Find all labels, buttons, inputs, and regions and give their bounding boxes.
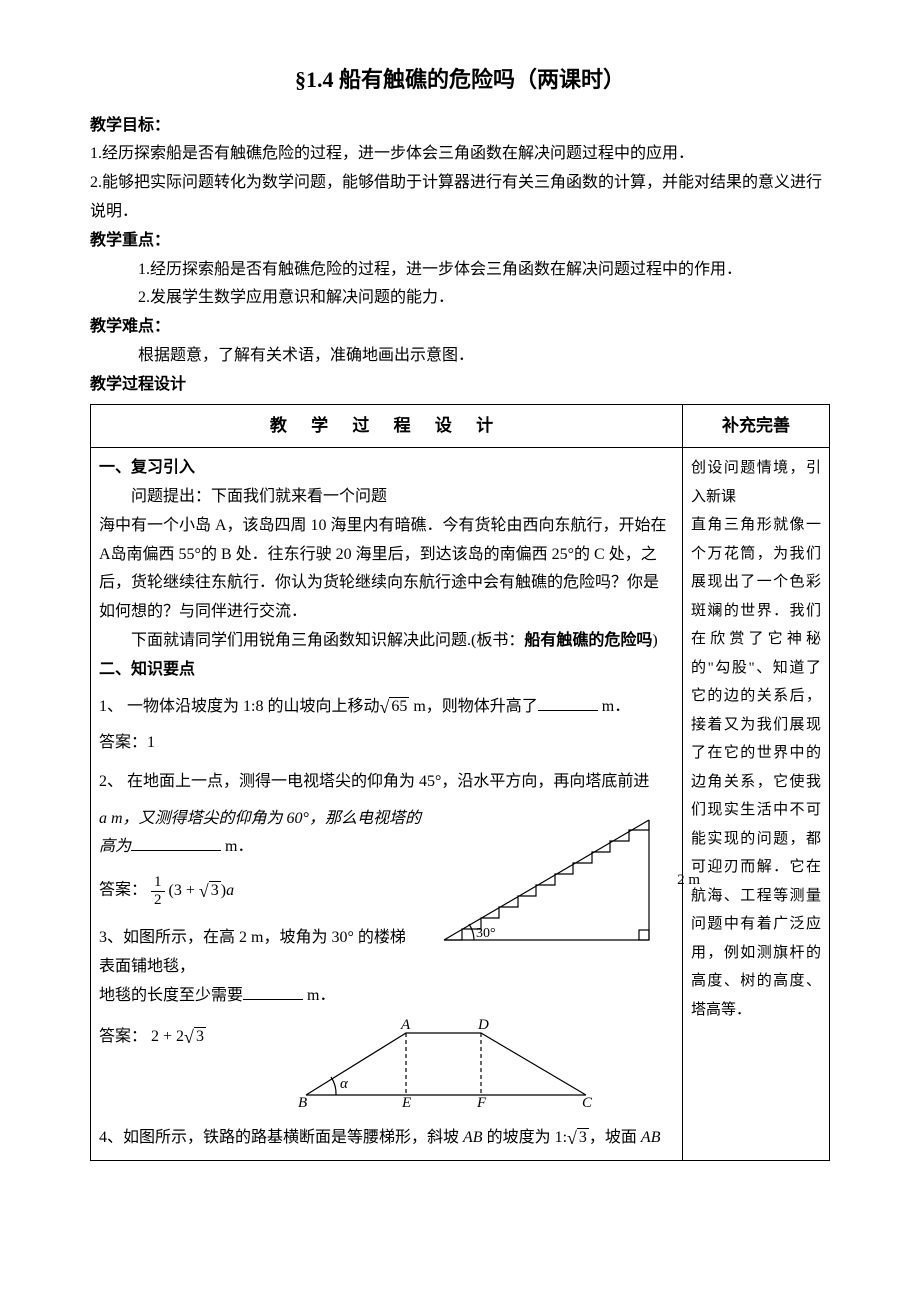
staircase-height-label: 2 m — [677, 867, 700, 894]
table-header-side: 补充完善 — [683, 404, 830, 448]
q2-blank — [131, 834, 221, 851]
svg-text:D: D — [477, 1017, 489, 1033]
a2-expr: (3 + √3)a — [169, 882, 235, 899]
q1-blank — [538, 694, 598, 711]
question-1: 1、 一物体沿坡度为 1:8 的山坡向上移动√65 m，则物体升高了 m． — [99, 691, 674, 723]
question-2-line2: a m，又测得塔尖的仰角为 60°，那么电视塔的高为 m． — [99, 805, 430, 863]
a3-expr: 2 + 2√3 — [151, 1028, 206, 1045]
keypoints-2: 2.发展学生数学应用意识和解决问题的能力． — [90, 284, 830, 313]
objectives-2: 2.能够把实际问题转化为数学问题，能够借助于计算器进行有关三角函数的计算，并能对… — [90, 169, 830, 227]
page-title: §1.4 船有触礁的危险吗（两课时） — [90, 60, 830, 100]
svg-text:C: C — [582, 1095, 593, 1110]
side-text: 创设问题情境，引入新课 直角三角形就像一个万花筒，为我们展现出了一个色彩斑斓的世… — [691, 454, 821, 1024]
answer-3: 答案： 2 + 2√3 — [99, 1015, 206, 1053]
question-4: 4、如图所示，铁路的路基横断面是等腰梯形，斜坡 AB 的坡度为 1:√3，坡面 … — [99, 1122, 674, 1154]
objectives-1: 1.经历探索船是否有触礁危险的过程，进一步体会三角函数在解决问题过程中的应用． — [90, 140, 830, 169]
q3-text-d: m． — [303, 987, 335, 1004]
keypoints-1: 1.经历探索船是否有触礁危险的过程，进一步体会三角函数在解决问题过程中的作用． — [90, 256, 830, 285]
trapezoid-svg: A D B E F C α — [286, 1015, 606, 1110]
intro-line2: 下面就请同学们用锐角三角函数知识解决此问题.(板书：船有触礁的危险吗) — [99, 627, 674, 656]
q1-text-a: 1、 一物体沿坡度为 1:8 的山坡向上移动 — [99, 698, 379, 715]
intro-paragraph: 海中有一个小岛 A，该岛四周 10 海里内有暗礁．今有货轮由西向东航行，开始在 … — [99, 512, 674, 627]
question-3-line2: 表面铺地毯， — [99, 953, 674, 982]
q2-text-c: m． — [221, 838, 253, 855]
question-3-line3: 地毯的长度至少需要 m． — [99, 982, 674, 1011]
part2-heading: 二、知识要点 — [99, 656, 674, 685]
svg-text:E: E — [401, 1095, 411, 1110]
a1-value: 1 — [147, 734, 155, 751]
question-2-line1: 2、 在地面上一点，测得一电视塔尖的仰角为 45°，沿水平方向，再向塔底前进 — [99, 768, 674, 797]
svg-text:α: α — [340, 1076, 349, 1092]
staircase-figure: 30° 2 m — [434, 805, 674, 950]
main-content-cell: 一、复习引入 问题提出：下面我们就来看一个问题 海中有一个小岛 A，该岛四周 1… — [91, 448, 683, 1161]
a2-label: 答案： — [99, 882, 147, 899]
a2-frac: 12 — [151, 874, 165, 908]
a1-label: 答案： — [99, 734, 147, 751]
q1-text-c: m． — [598, 698, 630, 715]
side-content-cell: 创设问题情境，引入新课 直角三角形就像一个万花筒，为我们展现出了一个色彩斑斓的世… — [683, 448, 830, 1161]
q1-sqrt: 65 — [389, 697, 409, 715]
svg-text:F: F — [476, 1095, 487, 1110]
objectives-heading: 教学目标： — [90, 112, 830, 141]
svg-text:30°: 30° — [476, 926, 496, 941]
answer-2: 答案： 12 (3 + √3)a — [99, 874, 430, 908]
q3-blank — [243, 983, 303, 1000]
intro-question: 问题提出：下面我们就来看一个问题 — [99, 483, 674, 512]
svg-text:B: B — [298, 1095, 307, 1110]
part1-heading: 一、复习引入 — [99, 454, 674, 483]
q3-text-c: 地毯的长度至少需要 — [99, 987, 243, 1004]
main-table: 教 学 过 程 设 计 补充完善 一、复习引入 问题提出：下面我们就来看一个问题… — [90, 404, 830, 1161]
intro-line2a: 下面就请同学们用锐角三角函数知识解决此问题.(板书： — [131, 632, 524, 649]
table-header-main: 教 学 过 程 设 计 — [91, 404, 683, 448]
answer-1: 答案：1 — [99, 729, 674, 758]
intro-line2b: 船有触礁的危险吗 — [524, 632, 652, 649]
difficulties-1: 根据题意，了解有关术语，准确地画出示意图． — [90, 342, 830, 371]
staircase-svg: 30° — [434, 805, 674, 950]
intro-line2c: ) — [652, 632, 657, 649]
question-3-line1: 3、如图所示，在高 2 m，坡角为 30° 的楼梯 — [99, 924, 430, 953]
svg-text:A: A — [400, 1017, 411, 1033]
a3-label: 答案： — [99, 1028, 147, 1045]
keypoints-heading: 教学重点： — [90, 227, 830, 256]
difficulties-heading: 教学难点： — [90, 313, 830, 342]
process-heading: 教学过程设计 — [90, 371, 830, 400]
q1-text-b: m，则物体升高了 — [409, 698, 537, 715]
trapezoid-figure: A D B E F C α — [218, 1015, 674, 1110]
